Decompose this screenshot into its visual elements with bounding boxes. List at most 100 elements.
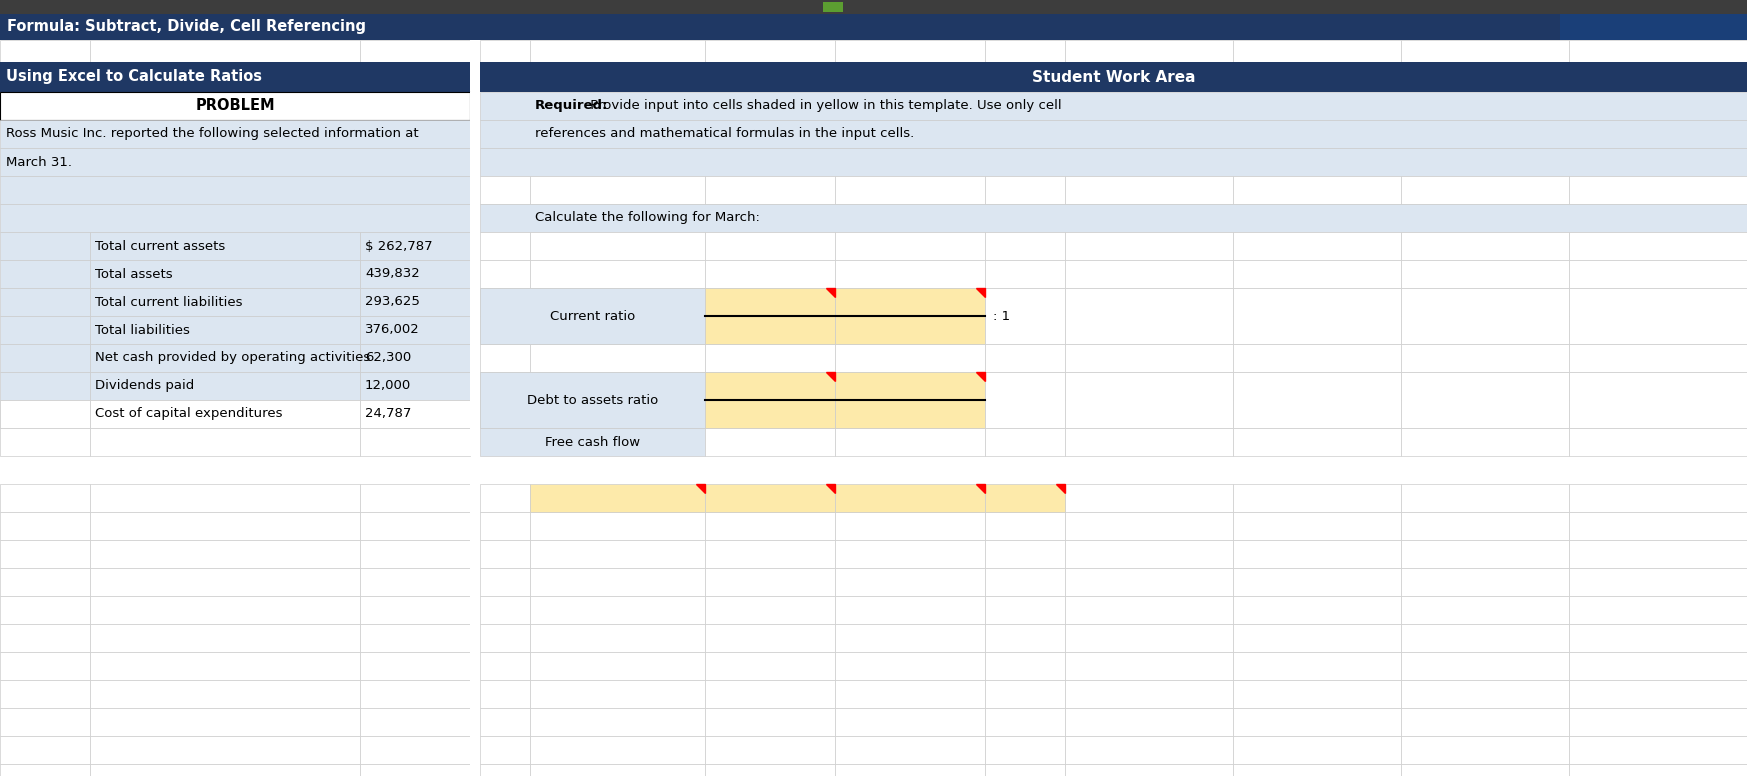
Bar	[835, 400, 985, 428]
Bar	[470, 316, 480, 344]
Bar	[0, 232, 91, 260]
Bar	[706, 764, 835, 776]
Bar	[1066, 736, 1233, 764]
Bar	[529, 596, 706, 624]
Bar	[1233, 400, 1401, 428]
Bar	[706, 484, 835, 512]
Bar	[1401, 344, 1569, 372]
Text: 24,787: 24,787	[365, 407, 411, 421]
Polygon shape	[977, 288, 985, 297]
Bar	[1233, 232, 1401, 260]
Bar	[0, 260, 91, 288]
Bar	[91, 512, 360, 540]
Bar	[985, 260, 1066, 288]
Bar	[706, 176, 835, 204]
Bar	[1401, 680, 1569, 708]
Bar	[706, 400, 835, 428]
Text: Total current liabilities: Total current liabilities	[94, 296, 243, 309]
Bar	[480, 232, 529, 260]
Bar	[1233, 624, 1401, 652]
Text: 62,300: 62,300	[365, 352, 411, 365]
Polygon shape	[826, 484, 835, 493]
Bar	[529, 512, 706, 540]
Text: March 31.: March 31.	[5, 155, 72, 168]
Bar	[0, 708, 91, 736]
Bar	[480, 596, 529, 624]
Text: Using Excel to Calculate Ratios: Using Excel to Calculate Ratios	[5, 70, 262, 85]
Text: Debt to assets ratio: Debt to assets ratio	[528, 393, 659, 407]
Bar	[1569, 484, 1747, 512]
Bar	[835, 260, 985, 288]
Bar	[1569, 764, 1747, 776]
Bar	[360, 232, 470, 260]
Bar	[706, 288, 835, 344]
Bar	[529, 708, 706, 736]
Text: Formula: Subtract, Divide, Cell Referencing: Formula: Subtract, Divide, Cell Referenc…	[7, 19, 367, 34]
Text: references and mathematical formulas in the input cells.: references and mathematical formulas in …	[535, 127, 914, 140]
Bar	[360, 428, 470, 456]
Bar	[480, 428, 706, 456]
Bar	[360, 40, 470, 62]
Bar	[480, 400, 529, 428]
Bar	[1233, 708, 1401, 736]
Bar	[1401, 428, 1569, 456]
Bar	[91, 708, 360, 736]
Bar	[1233, 176, 1401, 204]
Text: 439,832: 439,832	[365, 268, 419, 280]
Bar	[835, 232, 985, 260]
Bar	[835, 484, 985, 512]
Bar	[480, 372, 706, 428]
Bar	[1401, 316, 1569, 344]
Polygon shape	[695, 484, 706, 493]
Bar	[360, 288, 470, 316]
Text: Current ratio: Current ratio	[550, 310, 636, 323]
Bar	[1066, 540, 1233, 568]
Polygon shape	[977, 484, 985, 493]
Text: Cost of capital expenditures: Cost of capital expenditures	[94, 407, 283, 421]
Text: Provide input into cells shaded in yellow in this template. Use only cell: Provide input into cells shaded in yello…	[585, 99, 1062, 113]
Bar	[1233, 372, 1401, 400]
Bar	[91, 232, 360, 260]
Bar	[91, 680, 360, 708]
Bar	[1233, 540, 1401, 568]
Bar	[0, 204, 470, 232]
Bar	[1569, 232, 1747, 260]
Bar	[1066, 288, 1233, 344]
Bar	[360, 652, 470, 680]
Bar	[835, 624, 985, 652]
Bar	[1066, 708, 1233, 736]
Bar	[1560, 14, 1747, 40]
Bar	[706, 596, 835, 624]
Bar	[470, 288, 480, 316]
Bar	[480, 62, 1747, 92]
Bar	[1401, 400, 1569, 428]
Polygon shape	[977, 372, 985, 381]
Bar	[0, 148, 470, 176]
Bar	[480, 568, 529, 596]
Bar	[706, 568, 835, 596]
Bar	[0, 484, 91, 512]
Bar	[835, 652, 985, 680]
Bar	[706, 372, 835, 400]
Bar	[1233, 316, 1401, 344]
Polygon shape	[1055, 484, 1066, 493]
Bar	[1401, 400, 1569, 428]
Bar	[360, 260, 470, 288]
Bar	[480, 288, 706, 344]
Bar	[1569, 40, 1747, 62]
Bar	[835, 372, 985, 428]
Bar	[985, 400, 1066, 428]
Text: Net cash provided by operating activities: Net cash provided by operating activitie…	[94, 352, 370, 365]
Bar	[1066, 344, 1233, 372]
Bar	[529, 40, 706, 62]
Bar	[1233, 40, 1401, 62]
Text: Total assets: Total assets	[94, 268, 173, 280]
Bar	[91, 400, 360, 428]
Bar	[985, 372, 1066, 428]
Bar	[835, 372, 985, 400]
Bar	[1569, 624, 1747, 652]
Text: Calculate the following for March:: Calculate the following for March:	[535, 212, 760, 224]
Bar	[470, 680, 480, 708]
Bar	[91, 624, 360, 652]
Bar	[985, 400, 1066, 428]
